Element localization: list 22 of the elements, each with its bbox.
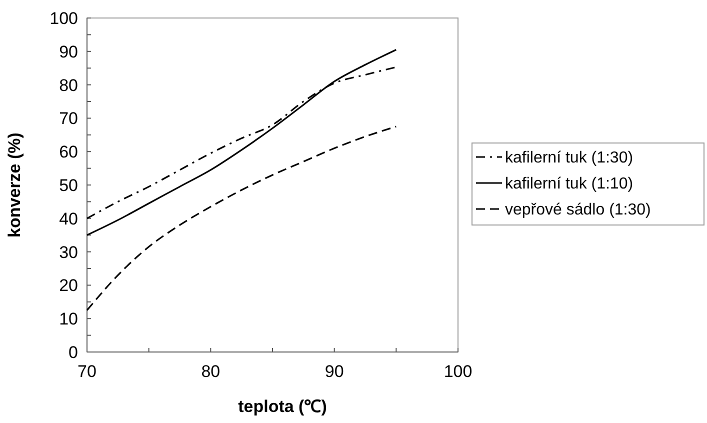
x-tick-label: 70 [78,362,96,381]
y-tick-label: 100 [50,8,78,28]
y-tick-label: 40 [59,209,78,228]
x-axis-title: teplota (℃) [238,397,327,416]
x-tick-label: 100 [444,362,472,381]
x-tick-label: 90 [324,362,344,381]
legend-label: kafilerní tuk (1:30) [505,150,634,167]
x-tick-label: 80 [201,362,220,381]
y-axis-title: konverze (%) [5,132,24,238]
y-tick-label: 80 [59,76,78,95]
y-tick-label: 10 [59,310,78,329]
y-tick-label: 90 [59,42,78,62]
y-tick-label: 20 [59,276,78,296]
y-tick-label: 60 [59,142,78,162]
line-series [86,126,397,312]
y-tick-label: 0 [68,342,78,362]
legend-label: kafilerní tuk (1:10) [505,176,634,193]
legend-label: vepřové sádlo (1:30) [505,202,651,219]
y-tick-label: 50 [59,176,78,195]
y-tick-label: 70 [59,109,78,128]
line-series [86,48,397,236]
y-tick-label: 30 [59,242,78,262]
